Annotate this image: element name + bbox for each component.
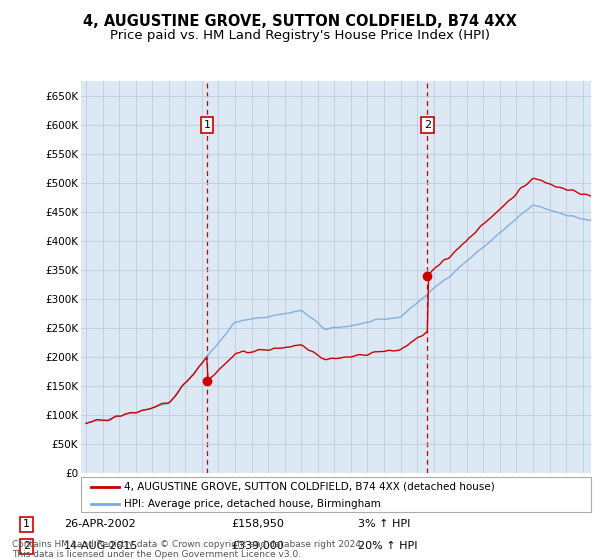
FancyBboxPatch shape [81, 477, 591, 512]
Text: 26-APR-2002: 26-APR-2002 [64, 520, 136, 529]
Text: Contains HM Land Registry data © Crown copyright and database right 2024.
This d: Contains HM Land Registry data © Crown c… [12, 540, 364, 559]
Text: 4, AUGUSTINE GROVE, SUTTON COLDFIELD, B74 4XX: 4, AUGUSTINE GROVE, SUTTON COLDFIELD, B7… [83, 14, 517, 29]
Text: 14-AUG-2015: 14-AUG-2015 [64, 542, 138, 551]
Text: 4, AUGUSTINE GROVE, SUTTON COLDFIELD, B74 4XX (detached house): 4, AUGUSTINE GROVE, SUTTON COLDFIELD, B7… [124, 482, 495, 492]
Text: 2: 2 [424, 120, 431, 130]
Text: £158,950: £158,950 [231, 520, 284, 529]
Text: HPI: Average price, detached house, Birmingham: HPI: Average price, detached house, Birm… [124, 498, 381, 508]
Text: 1: 1 [203, 120, 211, 130]
Text: 3% ↑ HPI: 3% ↑ HPI [358, 520, 410, 529]
Text: 1: 1 [23, 520, 30, 529]
Text: Price paid vs. HM Land Registry's House Price Index (HPI): Price paid vs. HM Land Registry's House … [110, 29, 490, 42]
Text: 20% ↑ HPI: 20% ↑ HPI [358, 542, 417, 551]
Text: £339,000: £339,000 [231, 542, 284, 551]
Text: 2: 2 [23, 542, 30, 551]
